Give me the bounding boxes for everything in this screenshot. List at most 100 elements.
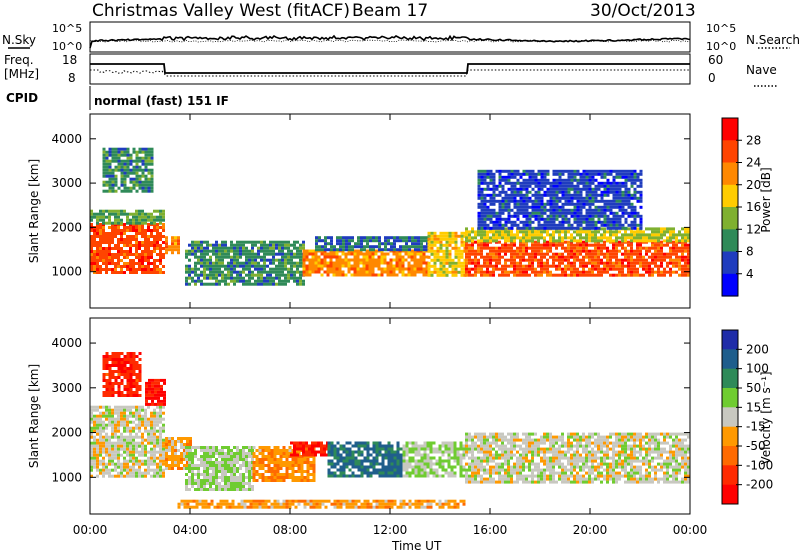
- heatmap-cell: [150, 468, 153, 472]
- heatmap-cell: [245, 282, 248, 286]
- heatmap-cell: [99, 250, 102, 253]
- heatmap-cell: [114, 450, 117, 454]
- heatmap-cell: [197, 279, 200, 283]
- heatmap-cell: [251, 255, 254, 259]
- heatmap-cell: [215, 246, 218, 250]
- heatmap-cell: [597, 211, 601, 215]
- heatmap-cell: [111, 147, 115, 151]
- heatmap-cell: [600, 270, 603, 274]
- heatmap-cell: [543, 230, 546, 234]
- heatmap-cell: [99, 229, 102, 232]
- heatmap-cell: [191, 246, 194, 250]
- heatmap-cell: [287, 270, 290, 274]
- heatmap-cell: [597, 273, 600, 277]
- heatmap-cell: [519, 172, 523, 176]
- heatmap-cell: [525, 169, 529, 173]
- heatmap-cell: [537, 199, 541, 203]
- nsky-label: N.Sky: [2, 33, 36, 47]
- heatmap-cell: [612, 184, 616, 188]
- heatmap-cell: [537, 202, 541, 206]
- heatmap-cell: [117, 259, 120, 262]
- heatmap-cell: [129, 379, 133, 382]
- heatmap-cell: [372, 236, 375, 240]
- heatmap-cell: [588, 184, 592, 188]
- heatmap-cell: [141, 474, 144, 478]
- heatmap-cell: [218, 455, 221, 458]
- heatmap-cell: [606, 255, 609, 259]
- heatmap-cell: [96, 215, 99, 219]
- heatmap-cell: [588, 261, 591, 265]
- heatmap-cell: [227, 264, 230, 268]
- heatmap-cell: [117, 459, 120, 463]
- heatmap-cell: [242, 246, 245, 250]
- heatmap-cell: [558, 267, 561, 271]
- heatmap-cell: [245, 273, 248, 277]
- heatmap-cell: [227, 261, 230, 265]
- heatmap-cell: [138, 379, 142, 382]
- heatmap-cell: [525, 184, 529, 188]
- heatmap-cell: [489, 202, 493, 206]
- heatmap-cell: [96, 259, 99, 262]
- heatmap-cell: [117, 162, 121, 166]
- heatmap-cell: [339, 236, 342, 240]
- heatmap-cell: [660, 233, 663, 237]
- heatmap-cell: [561, 243, 564, 247]
- heatmap-cell: [588, 205, 592, 209]
- heatmap-cell: [123, 159, 127, 163]
- nsky-strip-frame: [89, 21, 691, 53]
- heatmap-cell: [138, 241, 141, 244]
- heatmap-cell: [678, 267, 681, 271]
- heatmap-cell: [519, 243, 522, 247]
- heatmap-region-5: [252, 446, 316, 482]
- heatmap-cell: [457, 264, 461, 268]
- heatmap-cell: [552, 239, 555, 243]
- heatmap-cell: [114, 268, 117, 271]
- heatmap-cell: [233, 246, 236, 250]
- heatmap-cell: [477, 169, 481, 173]
- heatmap-cell: [263, 252, 266, 256]
- heatmap-cell: [339, 248, 342, 252]
- heatmap-cell: [311, 249, 315, 253]
- heatmap-cell: [221, 270, 224, 274]
- heatmap-cell: [588, 267, 591, 271]
- heatmap-cell: [457, 270, 461, 274]
- heatmap-cell: [534, 184, 538, 188]
- heatmap-cell: [144, 268, 147, 271]
- heatmap-cell: [365, 258, 369, 262]
- heatmap-cell: [347, 270, 351, 274]
- heatmap-cell: [156, 268, 159, 271]
- heatmap-cell: [144, 256, 147, 259]
- heatmap-cell: [177, 251, 180, 255]
- heatmap-cell: [233, 267, 236, 271]
- heatmap-cell: [465, 273, 468, 277]
- heatmap-cell: [209, 473, 212, 476]
- heatmap-cell: [197, 246, 200, 250]
- heatmap-cell: [639, 239, 642, 243]
- heatmap-cell: [564, 236, 567, 240]
- heatmap-cell: [486, 230, 489, 234]
- heatmap-cell: [612, 267, 615, 271]
- heatmap-cell: [483, 236, 486, 240]
- heatmap-cell: [90, 253, 93, 256]
- heatmap-cell: [150, 474, 153, 478]
- heatmap-cell: [567, 178, 571, 182]
- heatmap-cell: [684, 258, 687, 262]
- heatmap-cell: [489, 252, 492, 256]
- heatmap-cell: [522, 270, 525, 274]
- heatmap-cell: [147, 147, 151, 151]
- heatmap-cell: [468, 252, 471, 256]
- heatmap-cell: [555, 217, 559, 221]
- heatmap-cell: [528, 255, 531, 259]
- heatmap-cell: [278, 267, 281, 271]
- heatmap-cell: [186, 464, 189, 467]
- heatmap-cell: [492, 239, 495, 243]
- heatmap-cell: [471, 246, 474, 250]
- heatmap-cell: [430, 234, 434, 238]
- heatmap-cell: [293, 270, 296, 274]
- heatmap-cell: [165, 251, 168, 255]
- heatmap-cell: [582, 230, 585, 234]
- heatmap-cell: [531, 199, 535, 203]
- heatmap-cell: [117, 156, 121, 160]
- heatmap-cell: [492, 252, 495, 256]
- heatmap-cell: [585, 233, 588, 237]
